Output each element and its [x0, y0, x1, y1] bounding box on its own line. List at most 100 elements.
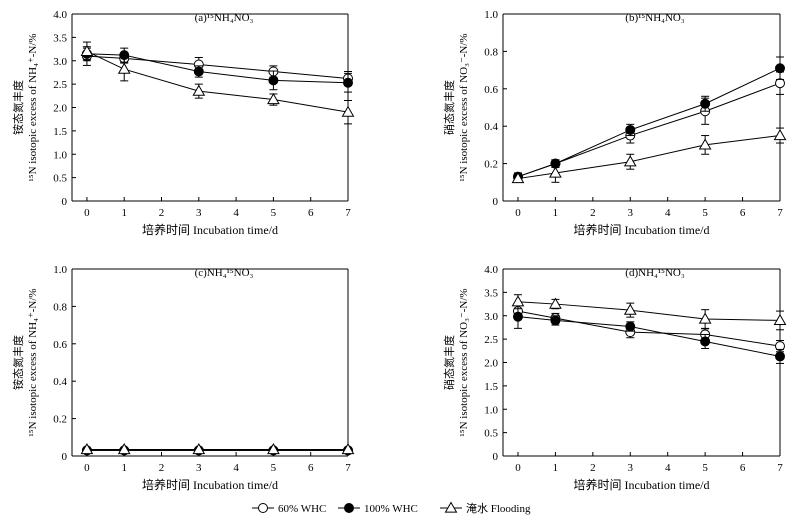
chart-panel-d: 0 0.5 1.0 1.5 2.0 2.5 3.0 3.5 4.0 0 1 2 3 4 5 6 7 培养时间 In…	[442, 264, 787, 492]
data-point	[698, 138, 712, 150]
data-point	[511, 295, 525, 307]
y-axis-label-en: ¹⁵N isotopic excess of NH₄⁺-N/%	[27, 33, 39, 181]
data-point	[775, 78, 785, 89]
y-tick-label: 1.0	[53, 149, 67, 161]
x-axis-label: 培养时间 Incubation time/d	[574, 477, 710, 492]
y-tick-label: 3.0	[484, 311, 498, 323]
x-tick-label: 2	[159, 207, 165, 219]
x-tick-label: 1	[553, 462, 559, 474]
data-point	[343, 77, 353, 88]
y-tick-label: 0	[493, 196, 499, 208]
y-tick-label: 0.4	[53, 376, 67, 388]
y-axis-label-cn: 硝态氮丰度	[442, 335, 456, 390]
y-tick-label: 0.5	[53, 173, 67, 185]
y-tick-label: 4.0	[484, 264, 498, 276]
chart-panel-c: 0 0.2 0.4 0.6 0.8 1.0 0 1 2 3 4 5 6 7 培养时间 Incubation …	[11, 264, 355, 492]
series-filled-circle	[512, 304, 785, 364]
series-filled-circle	[512, 56, 785, 182]
y-axis-label-cn: 铵态氮丰度	[11, 80, 25, 135]
series-open-triangle	[511, 294, 787, 331]
legend-label: 淹水 Flooding	[466, 502, 531, 515]
y-tick-label: 0	[62, 196, 68, 208]
data-point	[267, 93, 280, 105]
data-point	[775, 63, 785, 74]
data-point	[192, 84, 206, 96]
x-tick-label: 6	[740, 207, 746, 219]
legend-item: 100% WHC	[338, 503, 418, 515]
x-tick-label: 6	[308, 462, 314, 474]
x-tick-label: 1	[121, 462, 127, 474]
data-point	[700, 336, 711, 347]
x-tick-label: 4	[665, 462, 671, 474]
data-point	[80, 442, 94, 455]
x-tick-label: 5	[271, 207, 277, 219]
series-open-triangle	[80, 41, 355, 125]
x-axis-label: 培养时间 Incubation time/d	[142, 222, 278, 237]
y-tick-label: 3.5	[484, 287, 498, 299]
y-tick-label: 2.5	[53, 79, 67, 91]
x-tick-label: 7	[345, 207, 351, 219]
series-open-circle	[512, 303, 785, 353]
x-tick-label: 3	[628, 207, 634, 219]
x-tick-label: 0	[515, 462, 521, 474]
y-tick-label: 1.5	[484, 381, 498, 393]
x-tick-label: 4	[233, 462, 239, 474]
panel-title: (c)NH₄¹⁵NO₃	[195, 267, 254, 279]
legend-marker	[444, 501, 458, 513]
y-axis-label-cn: 硝态氮丰度	[442, 80, 456, 135]
x-tick-label: 5	[271, 462, 277, 474]
legend-marker	[258, 503, 268, 513]
data-point	[117, 442, 131, 455]
y-tick-label: 3.0	[53, 56, 67, 68]
data-point	[625, 321, 636, 332]
x-tick-label: 1	[121, 207, 127, 219]
x-tick-label: 7	[345, 462, 351, 474]
data-point	[550, 315, 561, 326]
y-tick-label: 0.8	[484, 46, 498, 58]
data-point	[117, 62, 131, 74]
series-open-triangle	[511, 127, 787, 184]
data-point	[549, 166, 562, 178]
y-axis-label-en: ¹⁵N isotopic excess of NO₃⁻-N/%	[458, 288, 470, 436]
legend-marker	[344, 503, 354, 513]
data-point	[623, 303, 637, 315]
y-tick-label: 0.6	[484, 84, 498, 96]
data-point	[549, 297, 562, 309]
data-point	[511, 172, 525, 184]
y-tick-label: 4.0	[53, 9, 67, 21]
data-point	[700, 98, 711, 109]
y-tick-label: 0.2	[53, 414, 67, 426]
y-tick-label: 0.4	[484, 121, 498, 133]
x-tick-label: 5	[702, 462, 708, 474]
x-tick-label: 4	[665, 207, 671, 219]
y-axis-label-cn: 铵态氮丰度	[11, 335, 25, 390]
y-axis-label-en: ¹⁵N isotopic excess of NH₄⁺-N/%	[27, 288, 39, 436]
panel-title: (d)NH₄¹⁵NO₃	[625, 267, 685, 279]
data-point	[623, 155, 637, 167]
y-tick-label: 3.5	[53, 32, 67, 44]
y-tick-label: 0.5	[484, 428, 498, 440]
x-tick-label: 0	[84, 207, 90, 219]
y-axis-label-en: ¹⁵N isotopic excess of NO₃⁻-N/%	[458, 33, 470, 181]
data-point	[773, 129, 787, 141]
x-tick-label: 7	[777, 207, 783, 219]
x-axis-label: 培养时间 Incubation time/d	[142, 477, 278, 492]
x-tick-label: 4	[233, 207, 239, 219]
x-tick-label: 6	[308, 207, 314, 219]
data-point	[268, 75, 279, 86]
x-tick-label: 7	[777, 462, 783, 474]
y-tick-label: 0.6	[53, 339, 67, 351]
y-tick-label: 0	[493, 451, 499, 463]
legend: 60% WHC 100% WHC 淹水 Flooding	[252, 501, 531, 515]
y-tick-label: 1.0	[484, 9, 498, 21]
chart-panel-b: 0 0.2 0.4 0.6 0.8 1.0 0 1 2 3 4 5 6 7 培养时间 Incubation …	[442, 9, 787, 237]
legend-label: 100% WHC	[364, 503, 418, 515]
legend-label: 60% WHC	[278, 503, 326, 515]
y-tick-label: 0.2	[484, 159, 498, 171]
legend-item: 淹水 Flooding	[440, 501, 531, 515]
panel-title: (b)¹⁵NH₄NO₃	[625, 12, 685, 24]
y-tick-label: 2.5	[484, 334, 498, 346]
x-tick-label: 0	[84, 462, 90, 474]
legend-item: 60% WHC	[252, 503, 326, 515]
